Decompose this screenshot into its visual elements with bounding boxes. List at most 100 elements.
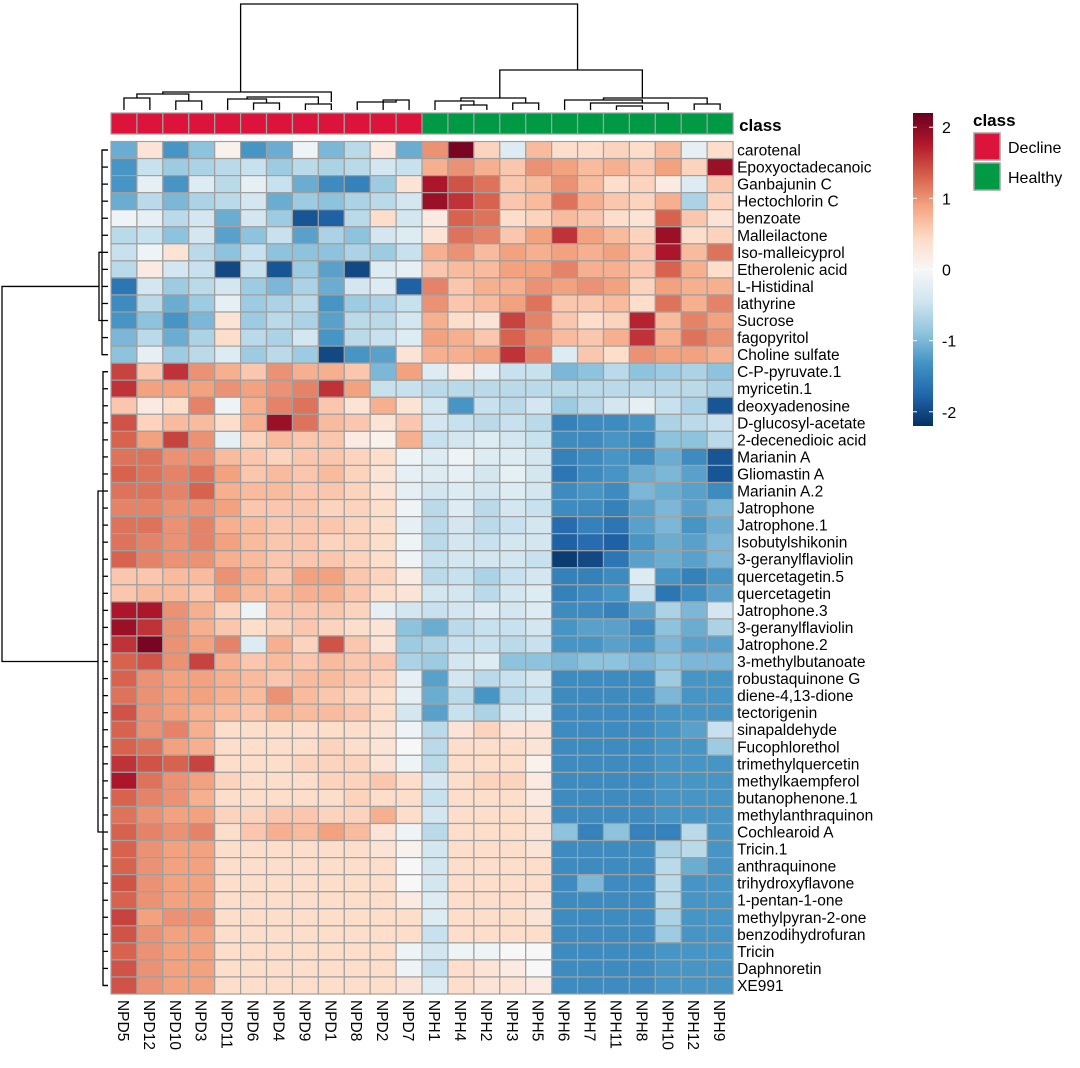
heatmap-cell <box>136 839 164 859</box>
heatmap-cell <box>395 874 423 893</box>
heatmap-cell <box>628 379 656 398</box>
heatmap-cell <box>188 584 216 603</box>
heatmap-cell <box>628 192 656 211</box>
heatmap-cell <box>343 822 371 842</box>
heatmap-cell <box>421 362 449 381</box>
class-bar-cell <box>317 112 345 135</box>
heatmap-cell <box>551 874 579 893</box>
heatmap-cell <box>499 209 527 228</box>
heatmap-cell <box>525 601 553 620</box>
heatmap-cell <box>188 754 216 773</box>
heatmap-cell <box>343 839 371 859</box>
heatmap-cell <box>188 481 216 501</box>
heatmap-cell <box>317 805 345 825</box>
heatmap-cell <box>576 140 605 160</box>
heatmap-cell <box>136 175 164 194</box>
heatmap-cell <box>706 447 734 467</box>
heatmap-cell <box>395 737 423 756</box>
heatmap-cell <box>265 481 294 501</box>
heatmap-cell <box>447 533 475 552</box>
heatmap-cell <box>395 686 423 705</box>
heatmap-cell <box>240 277 268 296</box>
heatmap-cell <box>499 635 527 654</box>
heatmap-cell <box>136 498 164 518</box>
heatmap-cell <box>136 942 164 961</box>
heatmap-cell <box>499 157 527 177</box>
heatmap-cell <box>628 908 656 927</box>
heatmap-cell <box>654 515 682 535</box>
heatmap-cell <box>706 959 734 978</box>
heatmap-cell <box>447 481 475 501</box>
class-bar-cell <box>369 112 397 135</box>
heatmap-cell <box>447 396 475 415</box>
heatmap-cell <box>188 618 216 637</box>
heatmap-cell <box>369 430 397 450</box>
heatmap-cell <box>265 192 294 211</box>
heatmap-cell <box>317 908 345 927</box>
heatmap-cell <box>421 584 449 603</box>
heatmap-cell <box>628 771 656 790</box>
heatmap-cell <box>628 345 656 364</box>
row-label: Jatrophone.2 <box>737 637 828 654</box>
heatmap-cell <box>576 481 605 501</box>
heatmap-cell <box>369 635 397 654</box>
heatmap-cell <box>421 805 449 825</box>
heatmap-cell <box>110 192 138 211</box>
heatmap-cell <box>162 567 190 586</box>
heatmap-cell <box>576 260 605 279</box>
heatmap-cell <box>576 686 605 705</box>
heatmap-cell <box>214 379 242 398</box>
heatmap-cell <box>525 396 553 415</box>
heatmap-cell <box>576 925 605 944</box>
heatmap-cell <box>188 515 216 535</box>
heatmap-cell <box>628 226 656 245</box>
heatmap-cell <box>473 908 501 927</box>
heatmap-cell <box>162 874 190 893</box>
heatmap-cell <box>369 618 397 637</box>
heatmap-cell <box>162 737 190 756</box>
heatmap-cell <box>576 379 605 398</box>
row-label: trihydroxyflavone <box>737 876 854 893</box>
class-bar-cell <box>680 112 708 135</box>
heatmap-cell <box>706 822 734 842</box>
heatmap-cell <box>240 157 268 177</box>
heatmap-cell <box>265 209 294 228</box>
heatmap-cell <box>551 362 579 381</box>
heatmap-cell <box>395 976 423 995</box>
column-label: NPD10 <box>166 1000 183 1050</box>
heatmap-cell <box>602 652 630 671</box>
heatmap-cell <box>654 805 682 825</box>
heatmap-cell <box>525 209 553 228</box>
column-label: NPH6 <box>555 1000 572 1041</box>
heatmap-cell <box>136 294 164 313</box>
heatmap-cell <box>291 157 319 177</box>
heatmap-cell <box>447 209 475 228</box>
column-label: NPD4 <box>269 1000 286 1042</box>
heatmap-cell <box>447 959 475 978</box>
heatmap-cell <box>421 908 449 927</box>
heatmap-cell <box>525 720 553 739</box>
heatmap-cell <box>188 260 216 279</box>
heatmap-cell <box>473 362 501 381</box>
heatmap-cell <box>525 584 553 603</box>
heatmap-cell <box>395 396 423 415</box>
heatmap-cell <box>576 294 605 313</box>
row-label: quercetagetin.5 <box>737 569 844 586</box>
heatmap-cell <box>188 209 216 228</box>
heatmap-cell <box>395 635 423 654</box>
heatmap-cell <box>473 464 501 484</box>
heatmap-cell <box>654 294 682 313</box>
row-label: 3-methylbutanoate <box>737 654 865 671</box>
heatmap-cell <box>291 447 319 467</box>
heatmap-cell <box>317 396 345 415</box>
heatmap-cell <box>551 533 579 552</box>
heatmap-cell <box>188 294 216 313</box>
heatmap-cell <box>706 140 734 160</box>
heatmap-cell <box>162 584 190 603</box>
heatmap-cell <box>706 942 734 961</box>
legend-swatch <box>973 132 1001 161</box>
heatmap-cell <box>447 345 475 364</box>
heatmap-cell <box>343 209 371 228</box>
heatmap-cell <box>706 856 734 876</box>
heatmap-cell <box>136 635 164 654</box>
